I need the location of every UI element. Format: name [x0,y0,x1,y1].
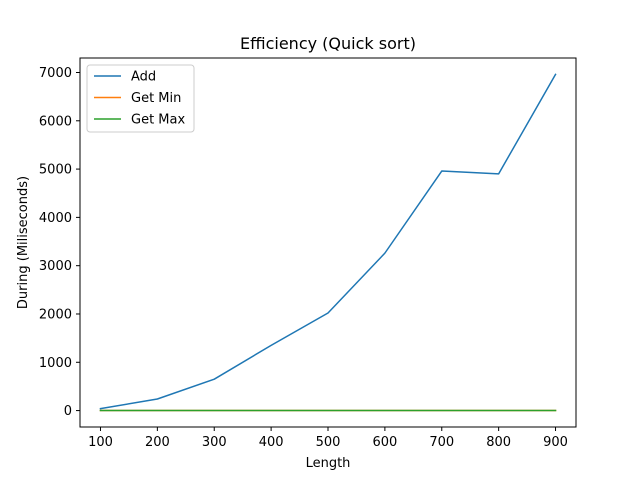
plot-area [79,57,577,428]
y-tick-label: 1000 [39,356,72,371]
legend: Add Get Min Get Max [86,64,195,133]
y-tick-label: 0 [64,404,72,419]
x-tick-label: 800 [486,435,511,450]
legend-label: Get Min [131,91,181,106]
x-axis-ticks: 100 200 300 400 500 600 700 800 900 [88,427,568,450]
y-tick-label: 2000 [39,307,72,322]
y-tick-label: 3000 [39,259,72,274]
x-tick-label: 100 [88,435,113,450]
y-axis-label: During (Miliseconds) [16,176,31,309]
series-line-add [99,73,557,410]
y-tick-label: 6000 [39,114,72,129]
legend-label: Add [131,70,156,85]
x-tick-label: 300 [202,435,227,450]
legend-box [86,64,195,133]
y-tick-label: 4000 [39,211,72,226]
legend-entries: Add Get Min Get Max [94,70,185,128]
x-tick-label: 500 [316,435,341,450]
y-tick-label: 7000 [39,66,72,81]
y-axis-ticks: 0 1000 2000 3000 4000 5000 6000 7000 [39,66,80,419]
x-tick-label: 200 [145,435,170,450]
x-axis-label: Length [306,456,351,471]
x-tick-label: 900 [543,435,568,450]
y-tick-label: 5000 [39,163,72,178]
series-layer [99,73,557,412]
x-tick-label: 600 [372,435,397,450]
legend-label: Get Max [131,113,185,128]
x-tick-label: 700 [429,435,454,450]
x-tick-label: 400 [259,435,284,450]
chart-title: Efficiency (Quick sort) [240,34,416,53]
